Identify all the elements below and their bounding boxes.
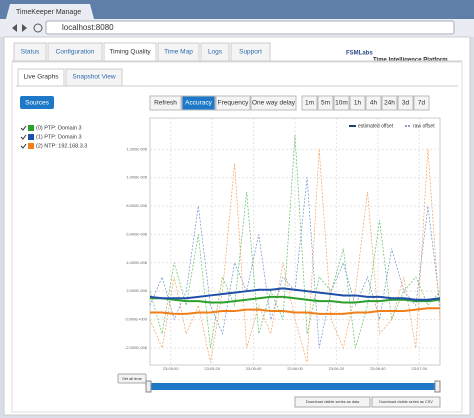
range-label: 5m — [321, 100, 330, 107]
y-tick-label: 2.000E-006 — [126, 288, 147, 293]
x-tick-label: 23:06:40 — [370, 366, 386, 371]
download-button[interactable] — [371, 396, 441, 408]
logo: FSMLabs — [346, 51, 373, 57]
y-tick-label: 1.200E-005 — [126, 146, 147, 151]
toolbar-button[interactable] — [250, 95, 297, 111]
range-button[interactable] — [317, 95, 334, 111]
subtab[interactable] — [17, 68, 65, 87]
range-label: 4h — [370, 100, 378, 107]
check[interactable] — [20, 143, 27, 149]
url: localhost:8080 — [62, 23, 114, 32]
nav-tab-label: Status — [21, 49, 40, 56]
raw-line — [149, 135, 441, 349]
range-button[interactable] — [349, 95, 366, 111]
nav-tab-label: Time Map — [164, 49, 193, 56]
reload[interactable] — [33, 23, 43, 33]
source-label[interactable]: (2) NTP: 192.168.3.3 — [36, 143, 87, 149]
toolbar-button[interactable] — [215, 95, 251, 111]
x-tick-label: 23:05:20 — [204, 366, 220, 371]
slider-handle[interactable] — [434, 380, 441, 393]
download-label: Download visible series as CSV — [379, 400, 433, 404]
sources-button[interactable] — [20, 96, 54, 109]
nav-tab[interactable] — [230, 42, 271, 62]
source-swatch — [28, 134, 34, 140]
range-label: 24h — [384, 100, 395, 107]
toolbar-label: Frequency — [218, 100, 249, 107]
y-tick-label: 1.000E-005 — [126, 175, 147, 180]
y-tick-label: 8.000E-006 — [126, 203, 147, 208]
estimated-line — [150, 307, 440, 315]
range-label: 1h — [354, 100, 362, 107]
logo-box — [342, 40, 370, 62]
estimated-line — [149, 287, 441, 301]
nav-tab-label: Logs — [208, 49, 223, 56]
toolbar-label: One way delay — [252, 100, 296, 107]
range-button[interactable] — [397, 95, 414, 111]
source-swatch — [28, 143, 34, 149]
sources-label: Sources — [25, 100, 50, 107]
y-tick-label: 6.000E-006 — [126, 231, 147, 236]
toolbar-button[interactable] — [149, 95, 182, 111]
subtab-label: Live Graphs — [23, 74, 59, 81]
raw-line — [149, 177, 441, 349]
address-bar[interactable] — [45, 20, 455, 35]
check[interactable] — [20, 125, 27, 131]
y-tick-label: 4.000E-006 — [126, 260, 147, 265]
toolbar-label: Refresh — [154, 100, 177, 107]
download-label: Download visible series as data — [306, 400, 360, 404]
y-tick-label: -2.000E-006 — [125, 345, 148, 350]
range-button[interactable] — [381, 95, 398, 111]
range-label: 7d — [418, 100, 426, 107]
title-bar — [0, 0, 474, 19]
y-tick-label: 0.000E+000 — [125, 317, 147, 322]
check[interactable] — [20, 134, 27, 140]
x-tick-label: 23:06:00 — [287, 366, 303, 371]
source-swatch — [28, 125, 34, 131]
legend-label: estimated offset — [358, 123, 394, 129]
x-tick-label: 23:05:00 — [163, 366, 179, 371]
legend-label: raw offset — [413, 123, 435, 129]
set-button[interactable] — [117, 373, 147, 384]
range-slider[interactable] — [148, 383, 440, 390]
nav-tab[interactable] — [157, 42, 200, 62]
nav-tab-label: Timing Quality — [109, 49, 151, 56]
range-button[interactable] — [365, 95, 382, 111]
source-label[interactable]: (0) PTP: Domain 3 — [36, 125, 82, 131]
range-button[interactable] — [333, 95, 350, 111]
subtab-label: Snapshot View — [72, 74, 116, 81]
raw-line — [149, 149, 441, 363]
range-button[interactable] — [301, 95, 318, 111]
set-label: Set all time — [122, 376, 143, 381]
nav-tab[interactable] — [103, 42, 157, 62]
download-button[interactable] — [294, 396, 371, 408]
nav-arrows[interactable] — [12, 24, 27, 32]
nav-tab[interactable] — [13, 42, 47, 62]
tab-title: TimeKeeper Manage — [16, 9, 81, 16]
range-label: 3d — [402, 100, 410, 107]
range-label: 1m — [305, 100, 314, 107]
source-label[interactable]: (1) PTP: Domain 3 — [36, 134, 82, 140]
range-label: 10m — [335, 100, 348, 107]
slider-handle[interactable] — [145, 380, 152, 393]
toolbar-button[interactable] — [181, 95, 216, 111]
nav-tab-label: Configuration — [56, 49, 95, 56]
x-tick-label: 23:06:20 — [329, 366, 345, 371]
subtab[interactable] — [65, 68, 123, 87]
browser-tab[interactable] — [6, 4, 94, 19]
x-tick-label: 23:05:40 — [246, 366, 262, 371]
nav-tab[interactable] — [47, 42, 103, 62]
nav-tab[interactable] — [200, 42, 230, 62]
x-tick-label: 23:07:00 — [411, 366, 427, 371]
nav-tab-label: Support — [239, 49, 262, 56]
range-button[interactable] — [413, 95, 430, 111]
toolbar-label: Accuracy — [185, 100, 212, 107]
estimated-line — [150, 295, 441, 304]
